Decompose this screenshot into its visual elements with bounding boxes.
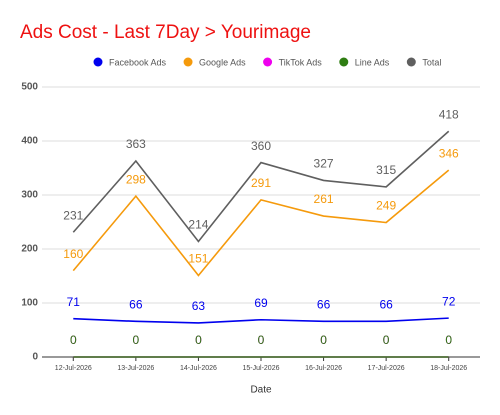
data-label: 0 <box>133 333 140 347</box>
x-tick-label: 16-Jul-2026 <box>305 365 342 372</box>
series-line <box>72 169 450 277</box>
data-label: 327 <box>314 157 334 171</box>
legend-label: Line Ads <box>355 57 390 67</box>
legend-marker <box>183 57 193 67</box>
data-label: 0 <box>133 333 140 347</box>
legend-label: Google Ads <box>199 57 246 67</box>
data-label: 160 <box>63 247 83 261</box>
legend-label: Facebook Ads <box>109 57 167 67</box>
data-label: 0 <box>445 333 452 347</box>
legend-marker <box>93 57 103 67</box>
data-label: 66 <box>317 298 331 312</box>
x-tick-label: 15-Jul-2026 <box>243 365 280 372</box>
data-label: 346 <box>439 146 459 160</box>
data-label: 0 <box>70 333 77 347</box>
x-tick-label: 12-Jul-2026 <box>55 365 92 372</box>
y-tick-label: 0 <box>32 352 38 363</box>
x-axis-label: Date <box>250 385 272 396</box>
data-label: 0 <box>258 333 265 347</box>
data-label: 360 <box>251 139 271 153</box>
series-line <box>72 130 450 243</box>
data-label: 0 <box>383 333 390 347</box>
data-label: 0 <box>258 333 265 347</box>
data-label: 363 <box>126 137 146 151</box>
data-label: 71 <box>67 295 81 309</box>
data-label: 69 <box>254 296 268 310</box>
data-label: 418 <box>439 107 459 121</box>
data-label: 72 <box>442 294 456 308</box>
data-label: 0 <box>320 333 327 347</box>
y-tick-label: 200 <box>21 244 38 255</box>
data-label: 214 <box>188 218 208 232</box>
data-label: 298 <box>126 172 146 186</box>
data-label: 151 <box>188 252 208 266</box>
data-label: 0 <box>383 333 390 347</box>
data-label: 63 <box>192 299 206 313</box>
data-label: 0 <box>445 333 452 347</box>
y-tick-label: 100 <box>21 298 38 309</box>
y-tick-label: 400 <box>21 136 38 147</box>
data-label: 66 <box>379 298 393 312</box>
x-tick-label: 17-Jul-2026 <box>368 365 405 372</box>
x-tick-label: 14-Jul-2026 <box>180 365 217 372</box>
chart-title: Ads Cost - Last 7Day > Yourimage <box>20 22 311 43</box>
data-label: 66 <box>129 298 143 312</box>
data-label: 0 <box>195 333 202 347</box>
y-tick-label: 500 <box>21 82 38 93</box>
data-label: 0 <box>70 333 77 347</box>
legend-label: TikTok Ads <box>279 57 323 67</box>
data-label: 315 <box>376 163 396 177</box>
legend-marker <box>339 57 349 67</box>
x-tick-label: 13-Jul-2026 <box>117 365 154 372</box>
legend-label: Total <box>422 57 441 67</box>
data-label: 261 <box>314 192 334 206</box>
series-line <box>73 317 449 324</box>
data-label: 231 <box>63 208 83 222</box>
data-label: 0 <box>320 333 327 347</box>
legend-marker <box>406 57 416 67</box>
y-tick-label: 300 <box>21 190 38 201</box>
data-label: 0 <box>195 333 202 347</box>
legend-marker <box>263 57 273 67</box>
data-label: 291 <box>251 176 271 190</box>
data-label: 249 <box>376 199 396 213</box>
x-tick-label: 18-Jul-2026 <box>430 365 467 372</box>
